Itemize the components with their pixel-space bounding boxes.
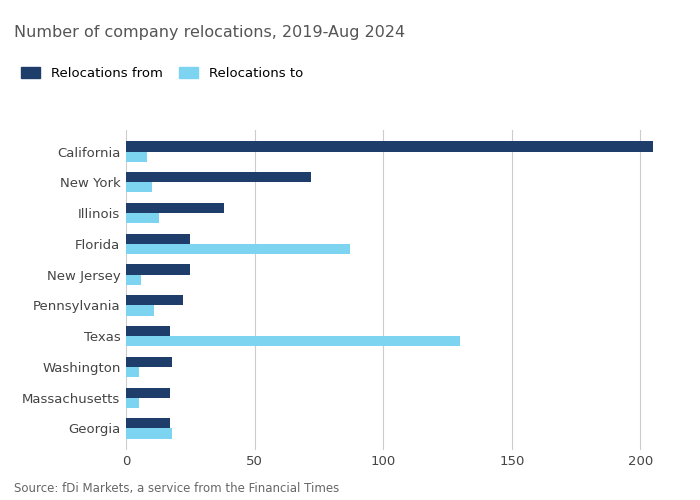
Bar xyxy=(126,357,172,367)
Bar xyxy=(126,264,190,274)
Bar xyxy=(126,142,653,152)
Text: Source: fDi Markets, a service from the Financial Times: Source: fDi Markets, a service from the … xyxy=(14,482,340,495)
Bar xyxy=(126,182,152,192)
Text: Number of company relocations, 2019-Aug 2024: Number of company relocations, 2019-Aug … xyxy=(14,25,405,40)
Bar xyxy=(126,326,169,336)
Legend: Relocations from, Relocations to: Relocations from, Relocations to xyxy=(20,66,303,80)
Bar xyxy=(126,274,141,285)
Bar xyxy=(126,213,160,223)
Bar xyxy=(126,398,139,408)
Bar xyxy=(126,418,169,428)
Bar xyxy=(126,244,350,254)
Bar xyxy=(126,306,154,316)
Bar xyxy=(126,152,146,162)
Bar xyxy=(126,428,172,438)
Bar xyxy=(126,234,190,244)
Bar xyxy=(126,203,224,213)
Bar xyxy=(126,295,183,306)
Bar xyxy=(126,172,312,182)
Bar xyxy=(126,367,139,377)
Bar xyxy=(126,388,169,398)
Bar xyxy=(126,336,461,346)
